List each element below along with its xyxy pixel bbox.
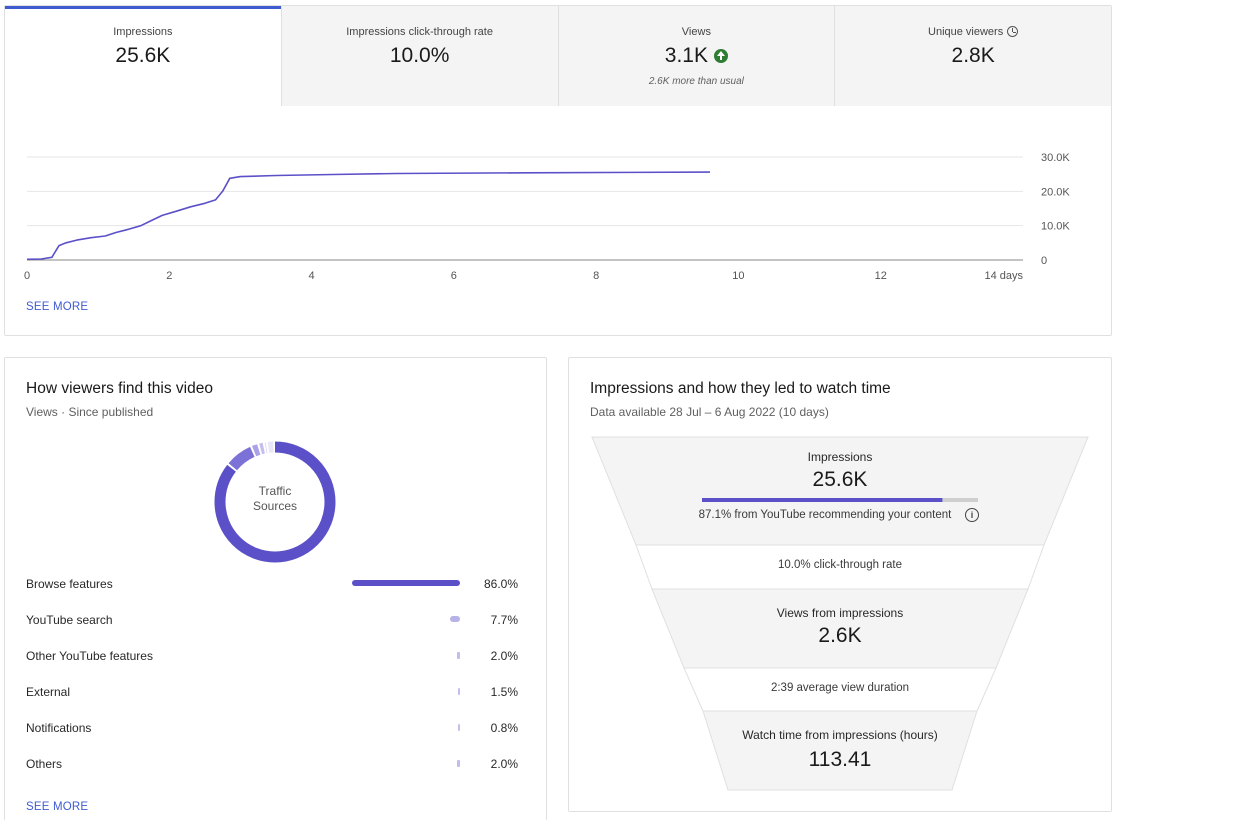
y-tick-label: 0 — [1041, 255, 1047, 267]
traffic-sources-donut — [214, 441, 336, 563]
funnel-title: Impressions and how they led to watch ti… — [590, 380, 891, 397]
tab-impressions-ctr[interactable]: Impressions click-through rate 10.0% — [280, 6, 558, 106]
tab-ctr-label: Impressions click-through rate — [346, 26, 493, 38]
see-more-link[interactable]: SEE MORE — [26, 301, 89, 313]
tab-views-note: 2.6K more than usual — [648, 76, 744, 87]
impressions-overview-card: Impressions 25.6K Impressions click-thro… — [4, 5, 1112, 336]
clock-icon — [1007, 26, 1019, 37]
x-tick-label: 12 — [875, 270, 887, 282]
impressions-funnel-card: Impressions and how they led to watch ti… — [568, 357, 1112, 812]
x-tick-label: 2 — [166, 270, 172, 282]
tab-unique-viewers-value: 2.8K — [951, 44, 995, 67]
traffic-source-name: Notifications — [26, 721, 92, 735]
tab-views[interactable]: Views 3.1K 2.6K more than usual — [557, 6, 835, 106]
traffic-source-bar — [457, 652, 460, 659]
tab-impressions[interactable]: Impressions 25.6K — [5, 6, 281, 106]
traffic-source-bar — [458, 724, 460, 731]
tab-views-value: 3.1K — [664, 44, 708, 67]
funnel-ctr-text: 10.0% click-through rate — [777, 559, 902, 571]
funnel-tier-watch-time — [702, 710, 978, 791]
info-icon[interactable]: i — [965, 508, 979, 522]
x-tick-label: 6 — [451, 270, 457, 282]
x-tick-label: 4 — [309, 270, 315, 282]
traffic-source-percent: 1.5% — [490, 685, 518, 699]
tab-unique-viewers-label: Unique viewers — [928, 26, 1004, 38]
traffic-title: How viewers find this video — [26, 380, 213, 397]
funnel-views-label: Views from impressions — [776, 606, 904, 620]
traffic-source-name: Other YouTube features — [26, 649, 153, 663]
traffic-see-more-link[interactable]: SEE MORE — [26, 801, 89, 813]
tab-impressions-value: 25.6K — [115, 44, 171, 67]
traffic-source-percent: 0.8% — [490, 721, 518, 735]
y-tick-label: 20.0K — [1041, 186, 1070, 198]
tab-impressions-label: Impressions — [113, 26, 173, 38]
x-tick-label: 8 — [593, 270, 599, 282]
funnel-watch-value: 113.41 — [808, 748, 872, 771]
funnel-subtitle: Data available 28 Jul – 6 Aug 2022 (10 d… — [590, 405, 829, 419]
traffic-source-row[interactable]: Browse features 86.0% — [26, 574, 526, 594]
donut-label-line-1: Traffic — [258, 484, 292, 498]
funnel-impressions-value: 25.6K — [812, 468, 868, 491]
traffic-source-row[interactable]: YouTube search 7.7% — [26, 610, 526, 630]
impressions-series-line — [26, 171, 711, 261]
traffic-source-row[interactable]: Other YouTube features 2.0% — [26, 646, 526, 666]
traffic-source-name: Others — [26, 757, 63, 771]
donut-label-line-2: Sources — [252, 499, 298, 513]
funnel-watch-label: Watch time from impressions (hours) — [742, 728, 938, 742]
x-tick-label: 10 — [732, 270, 744, 282]
recommend-bar-fill — [702, 498, 943, 502]
x-tick-label: 14 days — [984, 270, 1023, 282]
donut-slice[interactable] — [214, 441, 336, 563]
traffic-source-percent: 86.0% — [483, 577, 518, 591]
x-tick-label: 0 — [24, 270, 30, 282]
traffic-sources-card: How viewers find this video Views · Sinc… — [4, 357, 547, 820]
traffic-source-percent: 2.0% — [490, 757, 518, 771]
funnel-recommend-text: 87.1% from YouTube recommending your con… — [698, 509, 952, 521]
traffic-source-name: External — [26, 685, 71, 699]
traffic-source-row[interactable]: Notifications 0.8% — [26, 718, 526, 738]
traffic-source-bar — [352, 580, 460, 586]
funnel-impressions-label: Impressions — [807, 450, 873, 464]
traffic-source-bar — [458, 688, 460, 695]
traffic-source-name: Browse features — [26, 577, 113, 591]
funnel-shape — [591, 436, 1089, 791]
metric-tabs: Impressions 25.6K Impressions click-thro… — [5, 6, 1111, 106]
traffic-source-percent: 2.0% — [490, 649, 518, 663]
traffic-source-row[interactable]: External 1.5% — [26, 682, 526, 702]
tab-views-label: Views — [681, 26, 711, 38]
funnel-views-value: 2.6K — [818, 624, 862, 647]
traffic-source-row[interactable]: Others 2.0% — [26, 754, 526, 774]
traffic-source-name: YouTube search — [26, 613, 113, 627]
traffic-source-percent: 7.7% — [490, 613, 518, 627]
tab-ctr-value: 10.0% — [389, 44, 450, 67]
donut-center-label: Traffic Sources — [215, 484, 335, 514]
traffic-source-bar — [450, 616, 460, 622]
arrow-up-icon — [713, 49, 728, 63]
y-tick-label: 30.0K — [1041, 152, 1070, 164]
traffic-subtitle: Views · Since published — [26, 405, 154, 419]
y-tick-label: 10.0K — [1041, 221, 1070, 233]
tab-unique-viewers[interactable]: Unique viewers 2.8K — [834, 6, 1111, 106]
impressions-line-chart: 0 10.0K 20.0K 30.0K 0 2 4 6 8 10 12 14 days — [24, 152, 1070, 282]
traffic-source-bar — [457, 760, 460, 767]
funnel-avg-duration-text: 2:39 average view duration — [770, 682, 910, 694]
